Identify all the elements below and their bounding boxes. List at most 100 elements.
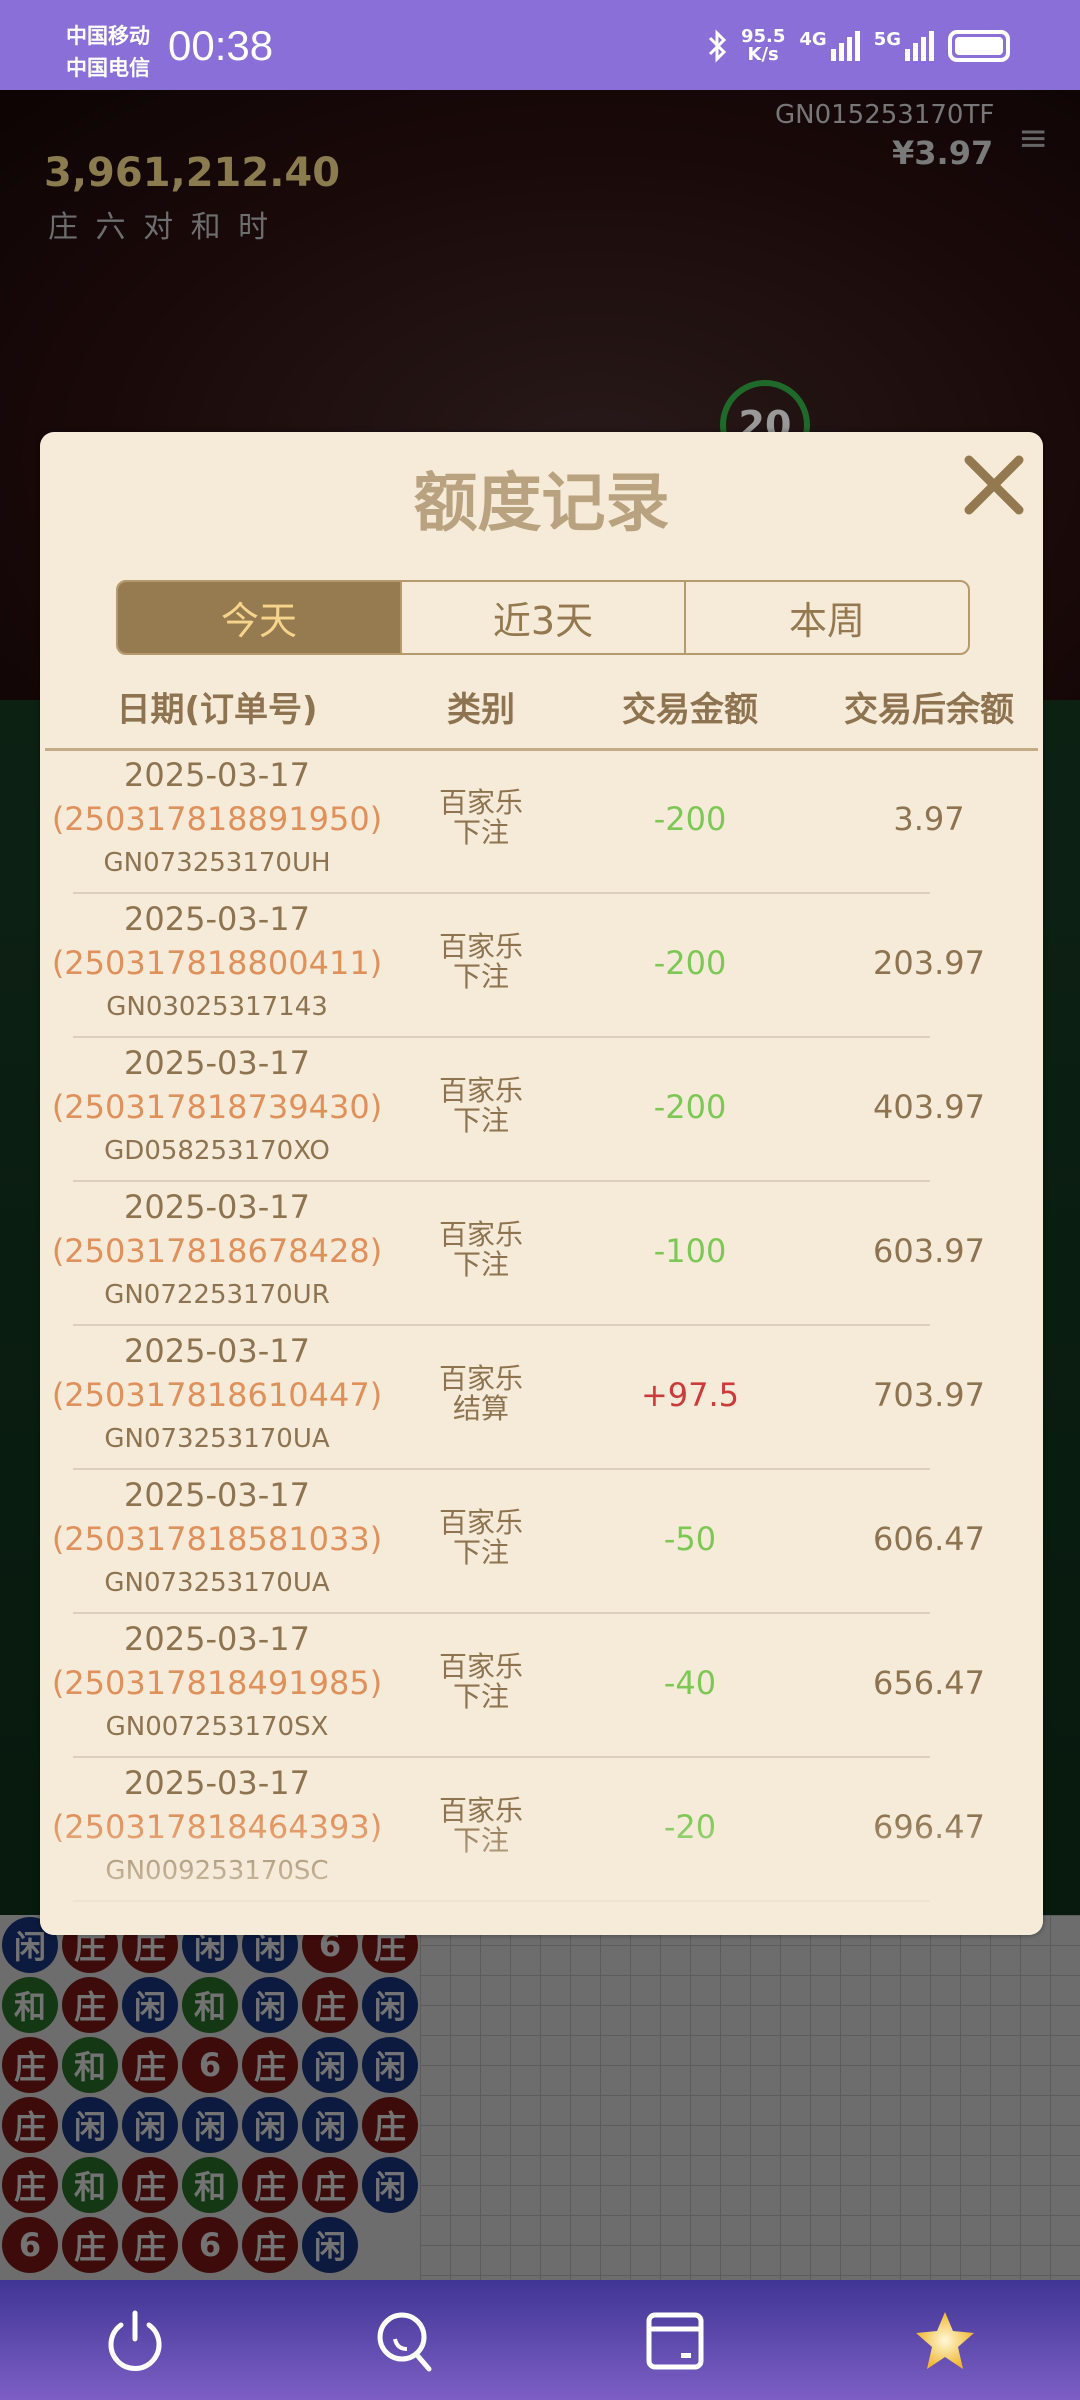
carrier-1: 中国移动 [66, 24, 150, 48]
carrier-2: 中国电信 [66, 56, 150, 80]
record-row: 2025-03-17 (250317818739430) GD058253170… [40, 1038, 1043, 1182]
wallet-button[interactable] [640, 2306, 710, 2376]
record-game-id: GN03025317143 [106, 992, 328, 1022]
record-date: 2025-03-17 [124, 1188, 310, 1226]
menu-icon[interactable]: ≡ [1018, 118, 1049, 159]
row-divider [73, 1180, 930, 1182]
wallet-icon [646, 2312, 704, 2370]
tab-today[interactable]: 今天 [118, 582, 400, 653]
record-game-id: GD058253170XO [104, 1136, 330, 1166]
row-divider [73, 892, 930, 894]
video-balance: ¥3.97 [892, 134, 994, 172]
record-order-number: (250317818891950) [51, 800, 383, 838]
record-row: 2025-03-17 (250317818581033) GN073253170… [40, 1470, 1043, 1614]
record-amount: -200 [653, 800, 727, 838]
record-game-id: GN072253170UR [104, 1280, 330, 1310]
signal-bars-icon [905, 31, 934, 61]
record-balance: 703.97 [873, 1376, 985, 1414]
signal-4g: 4G [799, 31, 860, 61]
record-balance: 656.47 [873, 1664, 985, 1702]
record-category: 百家乐下注 [438, 1650, 524, 1713]
list-fade [40, 1815, 1043, 1935]
record-date: 2025-03-17 [124, 1476, 310, 1514]
record-amount: -100 [653, 1232, 727, 1270]
favorite-button[interactable] [910, 2306, 980, 2376]
record-game-id: GN073253170UA [104, 1568, 330, 1598]
record-amount: +97.5 [640, 1376, 740, 1414]
search-icon [377, 2312, 432, 2372]
record-date: 2025-03-17 [124, 1764, 310, 1802]
battery-icon [948, 30, 1010, 62]
record-balance: 603.97 [873, 1232, 985, 1270]
record-amount: -200 [653, 1088, 727, 1126]
record-category: 百家乐下注 [438, 1506, 524, 1569]
status-bar: 中国移动 中国电信 00:38 95.5 K/s 4G 5G [0, 0, 1080, 90]
record-row: 2025-03-17 (250317818800411) GN030253171… [40, 894, 1043, 1038]
header-date: 日期(订单号) [116, 690, 318, 730]
signal-5g: 5G [874, 31, 934, 61]
power-icon [108, 2310, 162, 2371]
header-category: 类别 [447, 690, 515, 730]
record-order-number: (250317818581033) [51, 1520, 383, 1558]
record-date: 2025-03-17 [124, 756, 310, 794]
record-balance: 203.97 [873, 944, 985, 982]
record-amount: -40 [663, 1664, 717, 1702]
record-date: 2025-03-17 [124, 1332, 310, 1370]
record-balance: 403.97 [873, 1088, 985, 1126]
record-date: 2025-03-17 [124, 1620, 310, 1658]
record-row: 2025-03-17 (250317818491985) GN007253170… [40, 1614, 1043, 1758]
signal-bars-icon [830, 31, 860, 61]
record-game-id: GN073253170UA [104, 1424, 330, 1454]
clock: 00:38 [168, 22, 274, 69]
record-order-number: (250317818491985) [51, 1664, 383, 1702]
header-amount: 交易金额 [622, 690, 758, 730]
tab-this-week[interactable]: 本周 [684, 582, 968, 653]
row-divider [73, 1756, 930, 1758]
record-balance: 606.47 [873, 1520, 985, 1558]
record-category: 百家乐下注 [438, 1218, 524, 1281]
row-divider [73, 1324, 930, 1326]
record-row: 2025-03-17 (250317818891950) GN073253170… [40, 750, 1043, 894]
credit-record-modal: 额度记录 今天 近3天 本周 日期(订单号) 类别 交易金额 交易后余额 202… [40, 432, 1043, 1935]
modal-title: 额度记录 [413, 467, 670, 541]
record-amount: -200 [653, 944, 727, 982]
status-icons: 95.5 K/s 4G 5G [707, 22, 1010, 70]
record-row: 2025-03-17 (250317818610447) GN073253170… [40, 1326, 1043, 1470]
bluetooth-icon [708, 29, 727, 63]
bet-tags: 庄 六 对 和 时 [48, 210, 273, 245]
record-category: 百家乐 结算 [438, 1362, 524, 1425]
record-category: 百家乐下注 [438, 930, 524, 993]
record-order-number: (250317818678428) [51, 1232, 383, 1270]
close-icon [964, 455, 1024, 515]
table-id: GN015253170TF [775, 100, 995, 130]
record-balance: 3.97 [893, 800, 965, 838]
record-amount: -50 [663, 1520, 717, 1558]
bottom-nav [0, 2280, 1080, 2400]
record-category: 百家乐下注 [438, 1074, 524, 1137]
pool-amount: 3,961,212.40 [44, 150, 341, 196]
record-category: 百家乐下注 [438, 786, 524, 849]
row-divider [73, 1468, 930, 1470]
search-button[interactable] [370, 2306, 440, 2376]
video-hud: GN015253170TF ¥3.97 ≡ 3,961,212.40 庄 六 对… [0, 90, 1080, 470]
record-order-number: (250317818610447) [51, 1376, 383, 1414]
row-divider [73, 1612, 930, 1614]
close-button[interactable] [959, 450, 1029, 520]
record-row: 2025-03-17 (250317818678428) GN072253170… [40, 1182, 1043, 1326]
record-order-number: (250317818800411) [51, 944, 383, 982]
net-speed: 95.5 K/s [740, 26, 786, 65]
row-divider [73, 1036, 930, 1038]
power-button[interactable] [100, 2306, 170, 2376]
period-tabs: 今天 近3天 本周 [116, 580, 970, 655]
star-icon [916, 2312, 974, 2369]
record-date: 2025-03-17 [124, 1044, 310, 1082]
table-header: 日期(订单号) 类别 交易金额 交易后余额 [40, 682, 1043, 732]
header-balance: 交易后余额 [844, 690, 1014, 730]
record-game-id: GN073253170UH [103, 848, 331, 878]
record-date: 2025-03-17 [124, 900, 310, 938]
header-divider [45, 748, 1038, 751]
record-order-number: (250317818739430) [51, 1088, 383, 1126]
record-list[interactable]: 2025-03-17 (250317818891950) GN073253170… [40, 750, 1043, 1935]
tab-last-3-days[interactable]: 近3天 [400, 582, 684, 653]
record-game-id: GN007253170SX [105, 1712, 329, 1742]
